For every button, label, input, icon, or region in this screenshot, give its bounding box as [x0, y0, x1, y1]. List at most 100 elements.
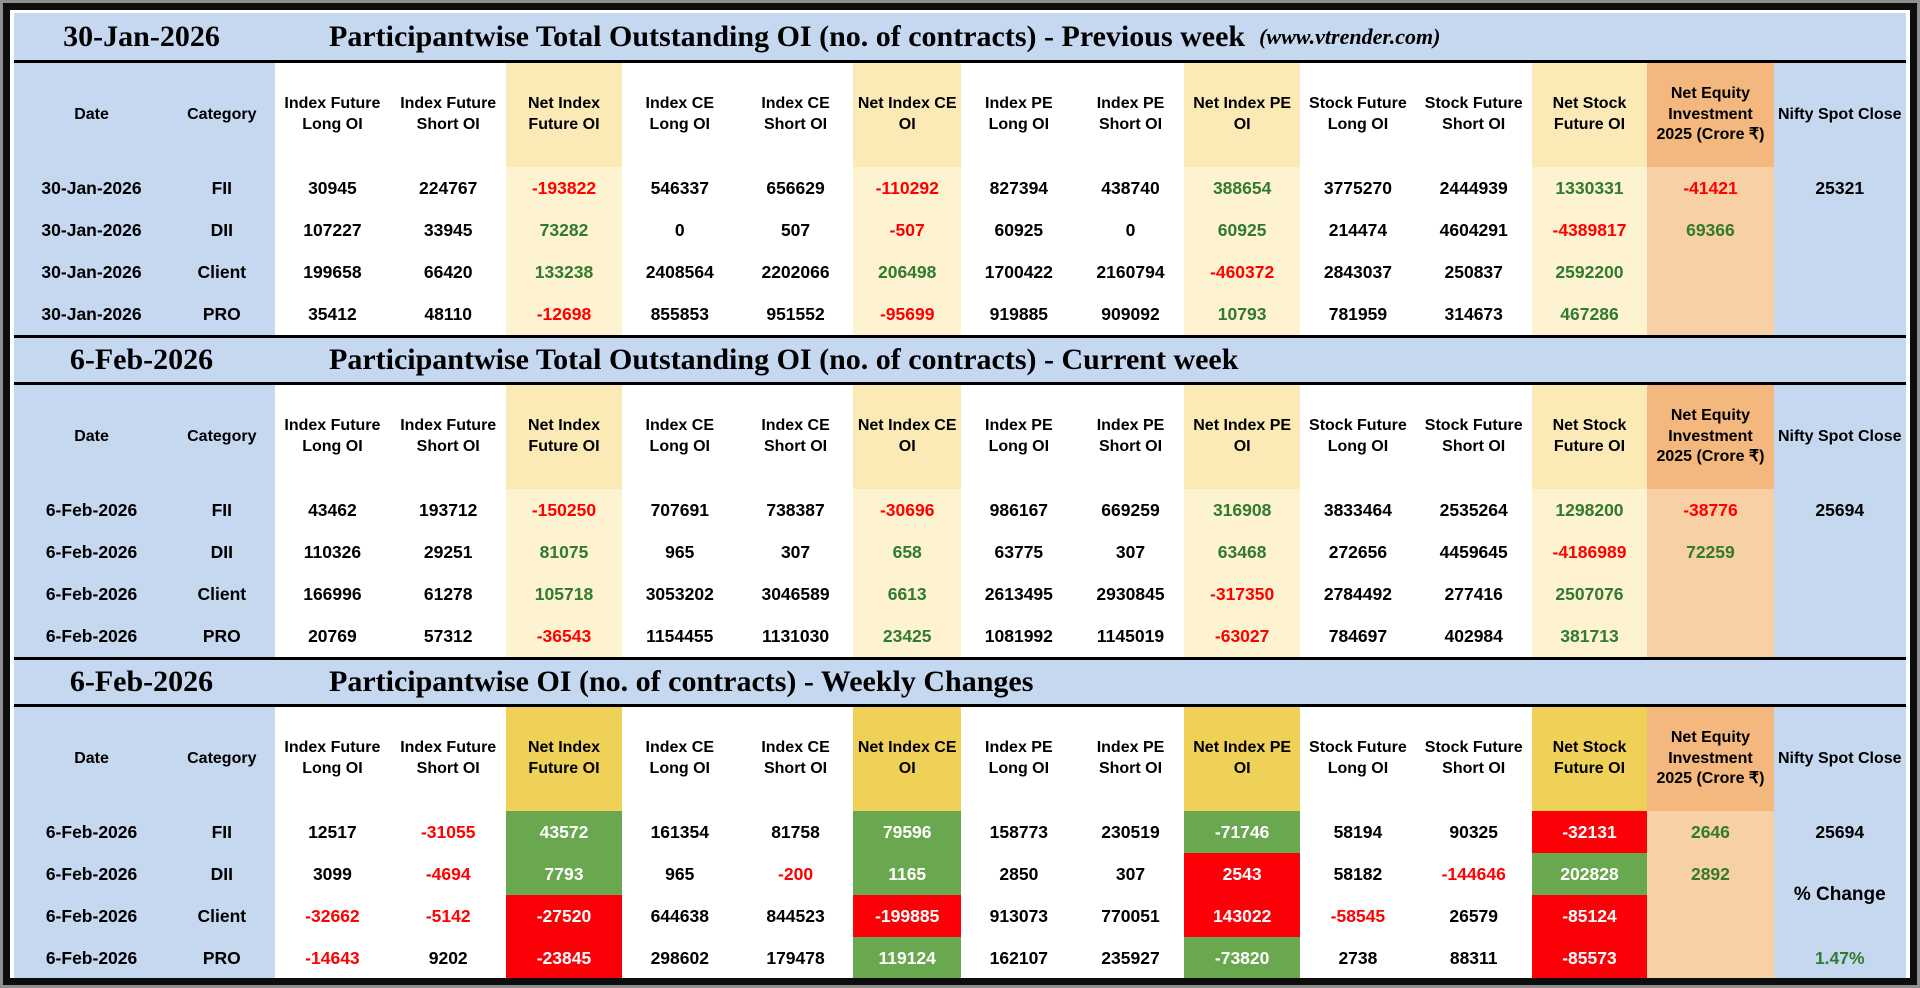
column-header: Index PE Long OI	[960, 707, 1077, 811]
value-cell: -12698	[506, 293, 622, 335]
value-cell: 0	[621, 209, 738, 251]
value-cell: 307	[1076, 853, 1185, 895]
value-cell: 277416	[1415, 573, 1532, 615]
section-title: Participantwise Total Outstanding OI (no…	[329, 19, 1246, 53]
value-cell: 158773	[960, 811, 1077, 853]
value-cell: -31055	[390, 811, 507, 853]
header-row: Date Category Index Future Long OI Index Fu…	[14, 63, 1906, 167]
value-cell: 23425	[853, 615, 961, 657]
column-header: Net Equity Investment 2025 (Crore ₹)	[1647, 707, 1774, 811]
table-row: 6-Feb-2026 PRO 20769 57312 -36543 1154455 1131…	[14, 615, 1906, 657]
column-header: Date	[14, 63, 170, 167]
value-cell: -32662	[274, 895, 391, 937]
column-header: Index Future Long OI	[274, 385, 391, 489]
column-header: Date	[14, 385, 170, 489]
column-header: Net Equity Investment 2025 (Crore ₹)	[1647, 385, 1774, 489]
value-cell: 402984	[1415, 615, 1532, 657]
value-cell: -144646	[1415, 853, 1532, 895]
value-cell: -14643	[274, 937, 391, 978]
value-cell: 43462	[274, 489, 391, 531]
value-cell: -110292	[853, 167, 961, 209]
category-cell: PRO	[169, 937, 275, 978]
section-title: Participantwise OI (no. of contracts) - …	[329, 665, 1034, 698]
empty-cell	[1647, 293, 1774, 335]
value-cell: 48110	[390, 293, 507, 335]
table-row: 6-Feb-2026 Client 166996 61278 105718 3053202…	[14, 573, 1906, 615]
table-row: 30-Jan-2026 Client 199658 66420 133238 240856…	[14, 251, 1906, 293]
table-row: 6-Feb-2026 DII 3099 -4694 7793 965 -200 1165 285…	[14, 853, 1906, 937]
value-cell: 913073	[960, 895, 1077, 937]
value-cell: 224767	[390, 167, 507, 209]
value-cell: -95699	[853, 293, 961, 335]
column-header: Net Index Future OI	[506, 707, 622, 811]
value-cell: 81075	[506, 531, 622, 573]
value-cell: 206498	[853, 251, 961, 293]
value-cell: 25694	[1773, 811, 1906, 853]
column-header: Nifty Spot Close	[1773, 385, 1906, 489]
category-cell: FII	[169, 167, 275, 209]
column-header: Stock Future Short OI	[1415, 63, 1532, 167]
empty-cell	[1647, 251, 1774, 293]
value-cell: 316908	[1184, 489, 1301, 531]
value-cell: 738387	[737, 489, 854, 531]
column-header: Index PE Short OI	[1076, 707, 1185, 811]
value-cell: 107227	[274, 209, 391, 251]
value-cell: 965	[621, 531, 738, 573]
value-cell: 2843037	[1300, 251, 1416, 293]
column-header: Index CE Short OI	[737, 63, 854, 167]
value-cell: -36543	[506, 615, 622, 657]
column-header: Index Future Short OI	[390, 63, 507, 167]
value-cell: 143022	[1184, 895, 1301, 937]
oi-table: Date Category Index Future Long OI Index Fu…	[14, 63, 1906, 335]
value-cell: 307	[737, 531, 854, 573]
value-cell: 35412	[274, 293, 391, 335]
value-cell: 166996	[274, 573, 391, 615]
category-cell: PRO	[169, 615, 275, 657]
header-row: Date Category Index Future Long OI Index Fu…	[14, 385, 1906, 489]
value-cell: 827394	[960, 167, 1077, 209]
value-cell: 2592200	[1531, 251, 1648, 293]
empty-cell	[1647, 573, 1774, 615]
value-cell: -193822	[506, 167, 622, 209]
value-cell: 119124	[853, 937, 961, 978]
value-cell: -85573	[1531, 937, 1648, 978]
value-cell: -317350	[1184, 573, 1301, 615]
table-row: 30-Jan-2026 DII 107227 33945 73282 0 507 -507 60…	[14, 209, 1906, 251]
value-cell: -507	[853, 209, 961, 251]
date-cell: 6-Feb-2026	[14, 853, 170, 895]
column-header: Net Index CE OI	[853, 63, 961, 167]
date-cell: 6-Feb-2026	[14, 811, 170, 853]
column-header: Stock Future Short OI	[1415, 707, 1532, 811]
value-cell: 909092	[1076, 293, 1185, 335]
value-cell: 1165	[853, 853, 961, 895]
value-cell: 26579	[1415, 895, 1532, 937]
value-cell: -85124	[1531, 895, 1648, 937]
value-cell: 63468	[1184, 531, 1301, 573]
value-cell: -41421	[1647, 167, 1774, 209]
empty-cell	[1773, 573, 1906, 615]
column-header: Stock Future Long OI	[1300, 63, 1416, 167]
value-cell: 81758	[737, 811, 854, 853]
value-cell: 10793	[1184, 293, 1301, 335]
value-cell: 69366	[1647, 209, 1774, 251]
value-cell: -71746	[1184, 811, 1301, 853]
value-cell: 467286	[1531, 293, 1648, 335]
date-cell: 6-Feb-2026	[14, 573, 170, 615]
category-cell: DII	[169, 531, 275, 573]
value-cell: -150250	[506, 489, 622, 531]
value-cell: 235927	[1076, 937, 1185, 978]
category-cell: DII	[169, 209, 275, 251]
column-header: Net Index Future OI	[506, 63, 622, 167]
table-row: 30-Jan-2026 PRO 35412 48110 -12698 855853 9515…	[14, 293, 1906, 335]
value-cell: 298602	[621, 937, 738, 978]
column-header: Net Index PE OI	[1184, 385, 1301, 489]
value-cell: 199658	[274, 251, 391, 293]
date-cell: 30-Jan-2026	[14, 293, 170, 335]
value-cell: 43572	[506, 811, 622, 853]
value-cell: 1131030	[737, 615, 854, 657]
value-cell: 1700422	[960, 251, 1077, 293]
value-cell: 507	[737, 209, 854, 251]
value-cell: 2408564	[621, 251, 738, 293]
oi-table-previous-week: Date Category Index Future Long OI Index Fu…	[14, 63, 1906, 335]
column-header: Stock Future Short OI	[1415, 385, 1532, 489]
